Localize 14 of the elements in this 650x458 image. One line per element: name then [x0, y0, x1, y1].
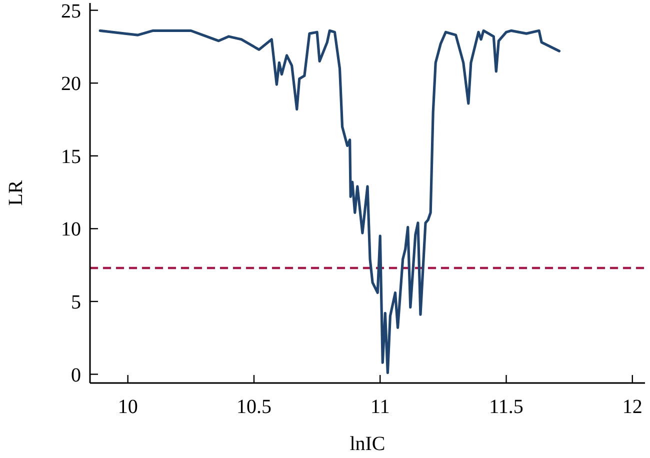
- x-tick-label: 10.5: [236, 396, 272, 418]
- y-tick-label: 5: [71, 291, 81, 314]
- y-axis-title: LR: [5, 180, 27, 206]
- y-tick-label: 15: [61, 146, 81, 168]
- x-axis-title: lnIC: [350, 433, 386, 455]
- x-tick-label: 12: [622, 396, 642, 418]
- x-tick-label: 10: [118, 396, 138, 418]
- x-tick-label: 11.5: [489, 396, 524, 418]
- y-tick-label: 20: [61, 73, 81, 96]
- line-series: [98, 29, 561, 374]
- y-tick-label: 10: [61, 218, 81, 241]
- y-tick-label: 25: [61, 0, 81, 22]
- y-tick-label: 0: [71, 364, 81, 386]
- x-tick-label: 11: [370, 396, 390, 418]
